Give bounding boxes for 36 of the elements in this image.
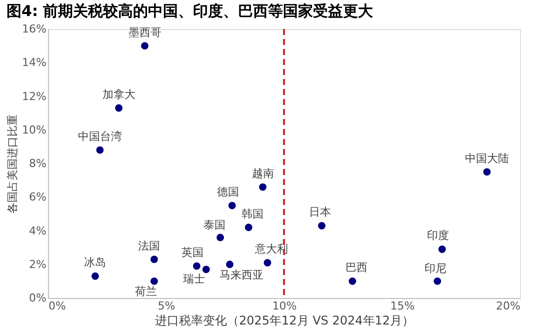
x-tick-label: 5% [158, 300, 176, 312]
series-label: 加拿大 [102, 88, 136, 102]
series-label: 德国 [217, 186, 240, 199]
y-tick-label: 16% [22, 22, 46, 36]
y-tick-label: 6% [29, 190, 46, 204]
x-tick-label: 20% [496, 300, 520, 312]
y-tick-label: 12% [22, 90, 46, 103]
series-label: 印度 [427, 229, 450, 242]
y-tick-label: 10% [22, 123, 46, 136]
series-label: 英国 [182, 246, 204, 260]
series-label: 冰岛 [84, 256, 106, 270]
x-axis-title: 进口税率变化（2025年12月 VS 2024年12月） [154, 314, 414, 328]
y-tick-label: 8% [29, 157, 46, 170]
y-tick-label: 0% [29, 292, 46, 304]
series-label: 韩国 [242, 207, 264, 220]
series-label: 意大利 [254, 242, 288, 256]
series-label: 中国大陆 [464, 152, 509, 165]
series-label: 中国台湾 [78, 130, 122, 144]
y-tick-label: 2% [29, 258, 46, 271]
x-tick-label: 10% [272, 300, 297, 312]
series-label: 墨西哥 [128, 26, 162, 39]
series-label: 越南 [252, 167, 274, 180]
x-tick-label: 0% [48, 300, 66, 312]
series-label: 泰国 [203, 218, 226, 232]
y-axis-title: 各国占美国进口比重 [6, 114, 20, 214]
series-label: 法国 [138, 239, 160, 252]
series-label: 印尼 [424, 262, 446, 276]
chart-title: 图4: 前期关税较高的中国、印度、巴西等国家受益更大 [6, 2, 374, 20]
series-label: 荷兰 [135, 285, 158, 298]
series-label: 瑞士 [183, 272, 206, 286]
series-label: 巴西 [345, 261, 368, 274]
x-tick-label: 15% [390, 300, 415, 312]
y-tick-label: 14% [22, 56, 46, 70]
y-tick-label: 4% [29, 224, 46, 238]
series-label: 日本 [308, 206, 331, 219]
series-label: 马来西亚 [220, 268, 264, 282]
